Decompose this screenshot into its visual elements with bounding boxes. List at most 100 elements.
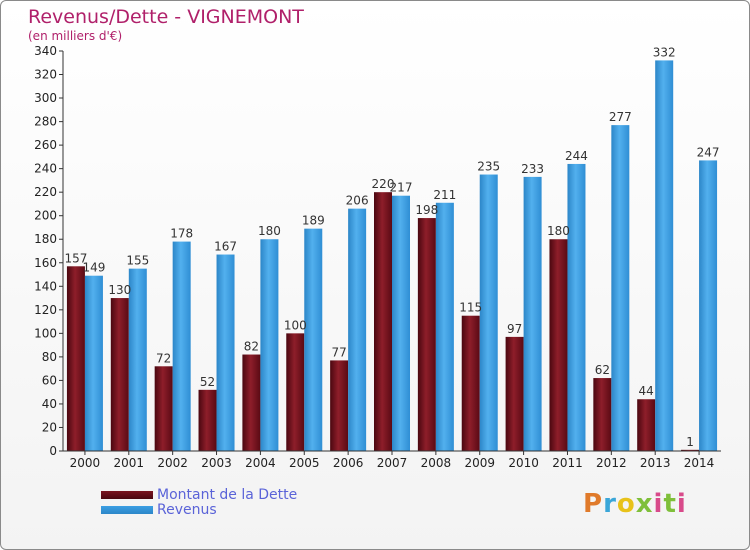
legend-label-revenus: Revenus <box>157 501 217 518</box>
bar-dette <box>461 315 480 451</box>
bar-revenus <box>392 195 410 451</box>
x-tick-label: 2003 <box>201 456 232 470</box>
bar-dette <box>154 366 173 451</box>
chart-subtitle: (en milliers d'€) <box>28 29 123 43</box>
data-label-revenus: 217 <box>390 181 413 195</box>
bar-revenus <box>348 208 367 451</box>
bar-dette <box>286 333 305 451</box>
bar-revenus <box>260 239 279 451</box>
y-tick-label: 220 <box>34 185 57 199</box>
y-tick-label: 80 <box>42 350 57 364</box>
legend-item-dette: Montant de la Dette <box>101 486 298 503</box>
data-label-dette: 130 <box>108 283 131 297</box>
data-label-dette: 220 <box>372 177 395 191</box>
data-label-dette: 157 <box>64 251 87 265</box>
data-label-dette: 77 <box>331 345 346 359</box>
bar-dette <box>593 378 612 451</box>
y-tick-label: 60 <box>42 373 57 387</box>
bar-dette <box>110 298 129 451</box>
bar-revenus <box>435 202 454 451</box>
y-tick-label: 200 <box>34 209 57 223</box>
x-tick-label: 2006 <box>333 456 364 470</box>
bar-revenus <box>172 241 191 451</box>
data-label-revenus: 233 <box>521 162 544 176</box>
bar-revenus <box>611 125 630 451</box>
y-tick-label: 0 <box>49 444 57 458</box>
x-tick-label: 2000 <box>70 456 101 470</box>
data-label-revenus: 155 <box>126 254 149 268</box>
bar-dette <box>374 192 392 452</box>
bar-dette <box>242 354 261 451</box>
bar-dette <box>637 399 656 451</box>
bar-dette <box>505 336 524 451</box>
bar-dette <box>66 266 85 451</box>
data-label-dette: 44 <box>639 384 654 398</box>
bar-revenus <box>304 228 323 451</box>
data-label-revenus: 149 <box>82 261 105 275</box>
bar-revenus <box>128 268 147 451</box>
x-tick-label: 2001 <box>114 456 145 470</box>
data-label-revenus: 189 <box>302 214 325 228</box>
data-label-revenus: 180 <box>258 224 281 238</box>
bar-revenus <box>655 60 674 451</box>
x-tick-label: 2012 <box>596 456 627 470</box>
y-tick-label: 40 <box>42 397 57 411</box>
data-label-dette: 180 <box>547 224 570 238</box>
data-label-revenus: 211 <box>433 188 456 202</box>
x-tick-label: 2011 <box>552 456 583 470</box>
data-label-revenus: 235 <box>477 160 500 174</box>
y-tick-label: 240 <box>34 162 57 176</box>
bar-dette <box>198 389 217 451</box>
data-label-revenus: 206 <box>346 194 369 208</box>
bar-dette <box>549 239 568 451</box>
legend-item-revenus: Revenus <box>101 501 297 518</box>
y-tick-label: 140 <box>34 279 57 293</box>
bar-dette <box>330 360 349 451</box>
data-label-revenus: 178 <box>170 227 193 241</box>
bar-revenus <box>216 254 235 451</box>
data-label-dette: 198 <box>415 203 438 217</box>
y-tick-label: 160 <box>34 256 57 270</box>
data-label-dette: 1 <box>686 435 694 449</box>
data-label-dette: 72 <box>156 351 171 365</box>
legend: Montant de la Dette Revenus <box>101 486 298 518</box>
x-tick-label: 2004 <box>245 456 276 470</box>
data-label-dette: 100 <box>284 318 307 332</box>
x-tick-label: 2008 <box>421 456 452 470</box>
y-tick-label: 280 <box>34 115 57 129</box>
y-tick-label: 180 <box>34 232 57 246</box>
x-tick-label: 2005 <box>289 456 320 470</box>
chart-title: Revenus/Dette - VIGNEMONT <box>28 6 304 28</box>
x-tick-label: 2009 <box>464 456 495 470</box>
y-tick-label: 120 <box>34 303 57 317</box>
legend-swatch-dette <box>101 490 153 499</box>
bar-revenus <box>699 160 718 452</box>
legend-label-dette: Montant de la Dette <box>157 486 298 503</box>
bar-revenus <box>523 176 542 451</box>
bar-revenus <box>479 174 498 451</box>
y-tick-label: 300 <box>34 91 57 105</box>
data-label-revenus: 277 <box>609 110 632 124</box>
y-tick-label: 320 <box>34 68 57 82</box>
x-tick-label: 2007 <box>377 456 408 470</box>
y-tick-label: 100 <box>34 326 57 340</box>
data-label-revenus: 247 <box>697 145 720 159</box>
legend-swatch-revenus <box>101 505 153 514</box>
data-label-dette: 97 <box>507 322 522 336</box>
data-label-dette: 52 <box>200 375 215 389</box>
data-label-revenus: 244 <box>565 149 588 163</box>
data-label-revenus: 167 <box>214 240 237 254</box>
bar-revenus <box>84 275 103 451</box>
y-tick-label: 260 <box>34 138 57 152</box>
x-tick-label: 2010 <box>508 456 539 470</box>
data-label-dette: 115 <box>459 301 482 315</box>
x-tick-label: 2002 <box>157 456 188 470</box>
bar-revenus <box>567 163 586 452</box>
x-tick-label: 2013 <box>640 456 671 470</box>
data-label-dette: 82 <box>244 340 259 354</box>
proxiti-logo: Proxiti <box>583 489 687 519</box>
y-tick-label: 340 <box>34 44 57 58</box>
x-tick-label: 2014 <box>684 456 715 470</box>
